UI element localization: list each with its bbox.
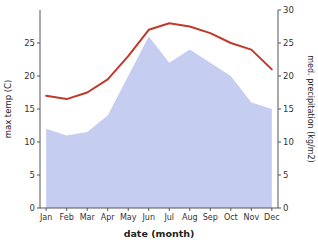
x-tick-label: Oct — [224, 213, 238, 222]
y2-tick-label: 25 — [283, 38, 294, 48]
x-tick-label: Sep — [203, 213, 218, 222]
x-tick — [189, 208, 190, 211]
y2-tick-label: 20 — [283, 71, 294, 81]
y2-tick — [278, 10, 281, 11]
temperature-line — [46, 23, 272, 99]
y-tick-label: 5 — [30, 170, 35, 180]
y-tick — [37, 175, 40, 176]
x-tick-label: May — [120, 213, 137, 222]
x-tick-label: Nov — [244, 213, 260, 222]
y-tick-label: 15 — [24, 104, 35, 114]
x-tick — [148, 208, 149, 211]
y2-tick-label: 0 — [283, 203, 288, 213]
x-tick-label: Mar — [80, 213, 96, 222]
x-tick — [128, 208, 129, 211]
x-tick — [107, 208, 108, 211]
precipitation-area — [46, 36, 272, 208]
y2-tick — [278, 76, 281, 77]
x-axis-label: date (month) — [124, 228, 195, 239]
y2-tick-label: 10 — [283, 137, 294, 147]
x-tick — [87, 208, 88, 211]
y-tick-label: 0 — [30, 203, 35, 213]
x-tick — [251, 208, 252, 211]
y2-tick-label: 15 — [283, 104, 294, 114]
y-tick — [37, 43, 40, 44]
y-tick — [37, 76, 40, 77]
y2-tick — [278, 175, 281, 176]
x-tick-label: Aug — [182, 213, 198, 222]
y-tick-label: 10 — [24, 137, 35, 147]
y2-axis-label: med. precipitation (kg/m2) — [306, 55, 315, 162]
bottom-axis — [40, 208, 278, 209]
y-tick — [37, 208, 40, 209]
y2-tick — [278, 142, 281, 143]
x-tick-label: Feb — [60, 213, 74, 222]
x-tick-label: Jan — [39, 213, 52, 222]
x-tick — [66, 208, 67, 211]
chart: 0 5 10 15 20 25 0 5 10 15 20 25 30 Jan Feb Mar Apr May Jun… — [0, 0, 318, 247]
y-axis-label: max temp (C) — [3, 80, 13, 139]
x-tick-label: Jun — [141, 213, 155, 222]
y2-tick — [278, 208, 281, 209]
x-tick — [271, 208, 272, 211]
y2-tick-label: 5 — [283, 170, 288, 180]
x-tick — [210, 208, 211, 211]
y-tick-label: 25 — [24, 38, 35, 48]
y2-tick — [278, 43, 281, 44]
y2-tick-label: 30 — [283, 5, 294, 15]
x-tick-label: Jul — [163, 213, 174, 222]
y-tick — [37, 142, 40, 143]
y-tick-label: 20 — [24, 71, 35, 81]
x-tick — [169, 208, 170, 211]
x-tick-label: Apr — [101, 213, 116, 222]
x-tick — [230, 208, 231, 211]
plot-area — [46, 23, 272, 208]
x-tick-label: Dec — [264, 213, 279, 222]
y2-tick — [278, 109, 281, 110]
x-tick — [46, 208, 47, 211]
y-tick — [37, 109, 40, 110]
